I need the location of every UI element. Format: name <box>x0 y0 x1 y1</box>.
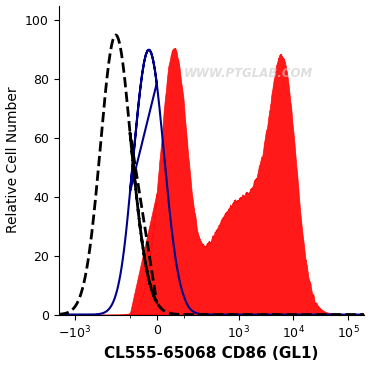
X-axis label: CL555-65068 CD86 (GL1): CL555-65068 CD86 (GL1) <box>104 346 319 361</box>
Y-axis label: Relative Cell Number: Relative Cell Number <box>6 87 20 233</box>
Text: WWW.PTGLAB.COM: WWW.PTGLAB.COM <box>184 67 313 80</box>
